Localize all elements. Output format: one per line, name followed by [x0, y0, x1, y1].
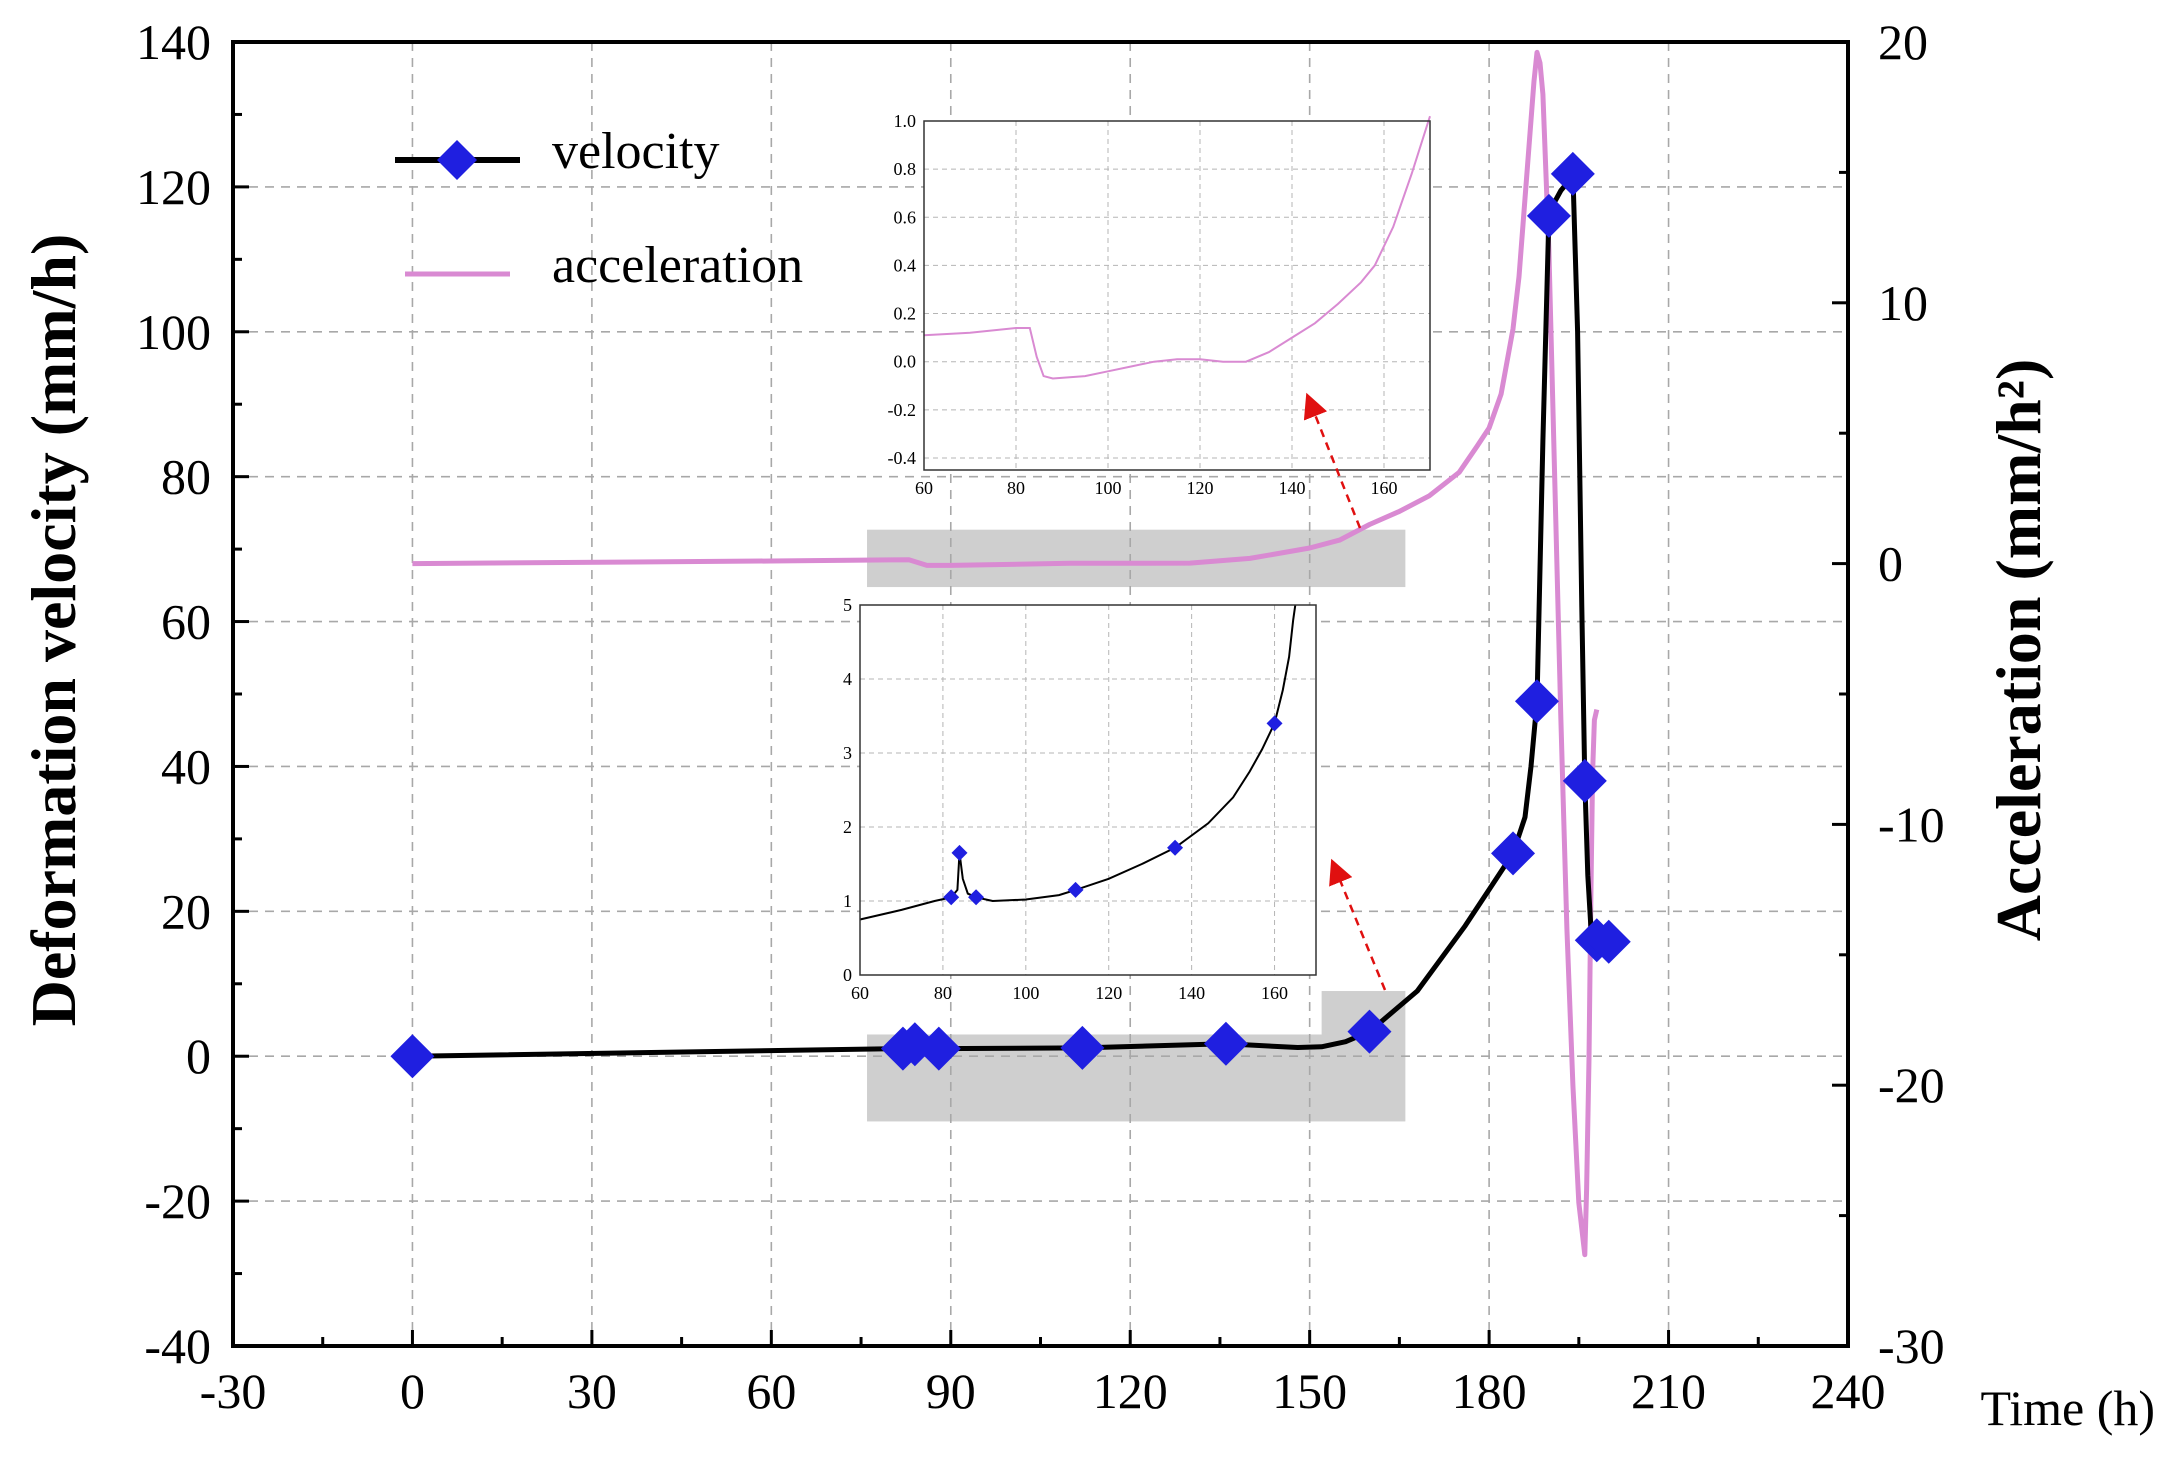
y-tick-label: 80	[161, 449, 211, 505]
velocity-marker	[1514, 679, 1559, 724]
inset-y-tick-label: 0.4	[894, 255, 917, 275]
legend-velocity-marker	[437, 140, 477, 180]
inset-acceleration-grid	[924, 121, 1430, 470]
inset-velocity-marker	[968, 889, 985, 906]
y-tick-label: 140	[136, 14, 211, 70]
inset-acceleration-background	[924, 121, 1430, 470]
main-tick-labels: -30 0 30 60 90 120 150 180 210 240-40-20020406080…	[136, 14, 1945, 1419]
x-tick-label: -30	[200, 1363, 267, 1419]
main-ticks	[231, 40, 1850, 1348]
inset-x-tick-label: 160	[1371, 478, 1398, 498]
inset-x-tick-label: 60	[851, 983, 869, 1003]
velocity-marker	[1060, 1025, 1105, 1070]
x-tick-label: 180	[1452, 1363, 1527, 1419]
y-tick-label: 120	[136, 159, 211, 215]
inset-y-tick-label: 2	[843, 817, 852, 837]
inset-x-tick-label: 140	[1178, 983, 1205, 1003]
y-tick-label: -20	[144, 1173, 211, 1229]
x-tick-label: 210	[1631, 1363, 1706, 1419]
inset-x-tick-label: 100	[1012, 983, 1039, 1003]
inset-acceleration-frame	[923, 120, 1431, 471]
inset-velocity-marker	[1167, 839, 1184, 856]
x-tick-label: 120	[1093, 1363, 1168, 1419]
x-tick-label: 0	[400, 1363, 425, 1419]
legend-velocity-label: velocity	[552, 123, 720, 180]
inset-velocity-marker	[1266, 715, 1283, 732]
y2-tick-label: 20	[1878, 14, 1928, 70]
pointer-arrow-acceleration	[1303, 392, 1362, 529]
legend: velocity acceleration	[395, 123, 803, 294]
inset-velocity-marker	[951, 844, 968, 861]
inset-y-tick-label: 0	[843, 965, 852, 985]
inset-velocity-background	[860, 605, 1316, 975]
pointer-arrow-velocity	[1329, 858, 1387, 991]
inset-y-tick-label: 0.2	[894, 304, 917, 324]
velocity-marker	[1491, 831, 1536, 876]
x-axis-title: Time (h)	[1980, 1380, 2155, 1436]
y-tick-label: 40	[161, 738, 211, 794]
velocity-marker	[1562, 758, 1607, 803]
velocity-marker	[390, 1034, 435, 1079]
highlight-region-2	[867, 529, 1406, 588]
inset-x-tick-label: 80	[1007, 478, 1025, 498]
y2-tick-label: -20	[1878, 1057, 1945, 1113]
velocity-markers	[390, 151, 1631, 1079]
inset-y-tick-label: -0.2	[888, 400, 917, 420]
x-tick-label: 240	[1811, 1363, 1886, 1419]
inset-velocity-markers	[943, 715, 1283, 906]
inset-velocity-marker	[1067, 881, 1084, 898]
inset-x-tick-label: 120	[1187, 478, 1214, 498]
inset-x-tick-label: 100	[1095, 478, 1122, 498]
inset-velocity-frame	[859, 604, 1317, 976]
inset-velocity-plot: 60 80 100 120 140 160 0 1 2 3 4 5	[843, 595, 1317, 1003]
inset-x-tick-label: 140	[1279, 478, 1306, 498]
y2-tick-label: -30	[1878, 1318, 1945, 1374]
velocity-marker	[1203, 1021, 1248, 1066]
inset-y-tick-label: 1	[843, 891, 852, 911]
inset-y-tick-label: 0.6	[894, 207, 917, 227]
inset-acceleration-curve	[923, 115, 1431, 380]
velocity-marker	[916, 1026, 961, 1071]
y-tick-label: 0	[186, 1028, 211, 1084]
velocity-marker	[1347, 1009, 1392, 1054]
velocity-marker	[1550, 151, 1595, 196]
y-tick-label: 60	[161, 594, 211, 650]
y-tick-label: 20	[161, 883, 211, 939]
y2-tick-label: 0	[1878, 536, 1903, 592]
inset-velocity-marker	[943, 889, 960, 906]
inset-series-acceleration-line	[923, 115, 1431, 380]
x-tick-label: 30	[567, 1363, 617, 1419]
inset-y-tick-label: 4	[843, 669, 852, 689]
inset-acceleration-tick-labels: 60 80 100 120 140 160 -0.4 -0.2 0.0 0.2 0.4 0.6 0.8 1…	[888, 111, 1398, 498]
inset-x-tick-label: 60	[915, 478, 933, 498]
y-tick-label: 100	[136, 304, 211, 360]
velocity-marker	[1526, 193, 1571, 238]
inset-y-tick-label: 1.0	[894, 111, 917, 131]
inset-velocity-tick-labels: 60 80 100 120 140 160 0 1 2 3 4 5	[843, 595, 1288, 1003]
inset-acceleration-plot: 60 80 100 120 140 160 -0.4 -0.2 0.0 0.2 0.4 0.6 0.8 1…	[888, 111, 1431, 498]
series-acceleration-line	[412, 49, 1600, 1258]
y2-tick-label: 10	[1878, 275, 1928, 331]
y-axis-title: Deformation velocity (mm/h)	[18, 234, 89, 1027]
velocity-marker	[1586, 919, 1631, 964]
inset-velocity-grid	[860, 605, 1316, 975]
legend-acceleration-label: acceleration	[552, 237, 803, 294]
y2-axis-title: Acceleration (mm/h²)	[1983, 359, 2054, 942]
inset-x-tick-label: 120	[1095, 983, 1122, 1003]
x-tick-label: 150	[1272, 1363, 1347, 1419]
inset-y-tick-label: 0.0	[894, 352, 917, 372]
x-tick-label: 90	[926, 1363, 976, 1419]
y2-tick-label: -10	[1878, 796, 1945, 852]
inset-y-tick-label: 3	[843, 743, 852, 763]
inset-x-tick-label: 160	[1261, 983, 1288, 1003]
inset-y-tick-label: 5	[843, 595, 852, 615]
inset-x-tick-label: 80	[934, 983, 952, 1003]
x-tick-label: 60	[746, 1363, 796, 1419]
y-tick-label: -40	[144, 1318, 211, 1374]
inset-y-tick-label: -0.4	[888, 448, 917, 468]
inset-y-tick-label: 0.8	[894, 159, 917, 179]
